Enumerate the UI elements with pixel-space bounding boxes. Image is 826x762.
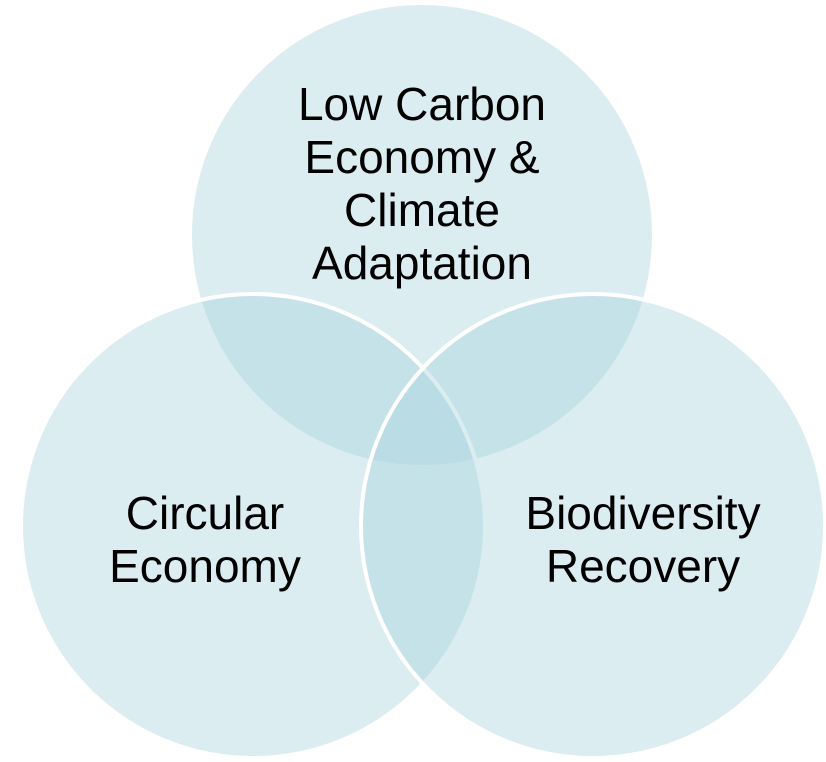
circle-label: Economy — [109, 540, 301, 592]
circle-label: Low Carbon — [298, 78, 546, 130]
circle-label: Economy & — [304, 131, 539, 183]
circle-label: Circular — [126, 487, 284, 539]
circle-right — [359, 292, 826, 760]
circle-label: Recovery — [546, 540, 740, 592]
circle-left — [19, 292, 487, 760]
circle-label: Biodiversity — [525, 487, 760, 539]
circle-label: Adaptation — [312, 237, 532, 289]
circle-top — [188, 1, 656, 469]
circle-label: Climate — [344, 184, 500, 236]
